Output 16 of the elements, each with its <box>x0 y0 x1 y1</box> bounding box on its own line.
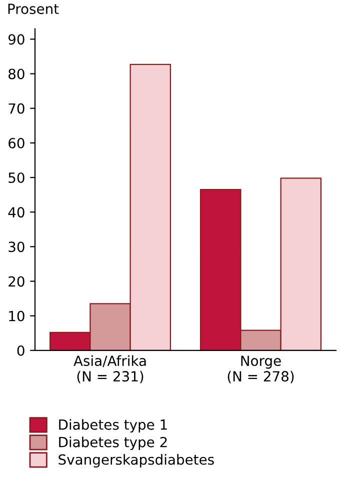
y-tick-label: 20 <box>8 276 24 287</box>
y-axis-title: Prosent <box>8 4 59 14</box>
x-tick-label: Norge (N = 278) <box>228 356 294 384</box>
y-tick-label: 40 <box>8 207 24 218</box>
y-tick-label: 80 <box>8 68 24 80</box>
y-tick-label: 10 <box>9 310 24 322</box>
y-tick-label: 60 <box>8 138 24 148</box>
legend-label: Svangerskapsdiabetes <box>58 454 214 468</box>
y-tick-label: 30 <box>8 242 24 252</box>
y-tick-label: 0 <box>17 345 24 356</box>
y-tick-label: 50 <box>8 172 24 183</box>
legend-label: Diabetes type 1 <box>59 419 167 433</box>
x-tick-label: Asia/Afrika (N = 231) <box>74 355 146 384</box>
y-tick-label: 70 <box>8 103 24 114</box>
legend-label: Diabetes type 2 <box>59 436 167 450</box>
y-tick-label: 90 <box>8 34 24 45</box>
